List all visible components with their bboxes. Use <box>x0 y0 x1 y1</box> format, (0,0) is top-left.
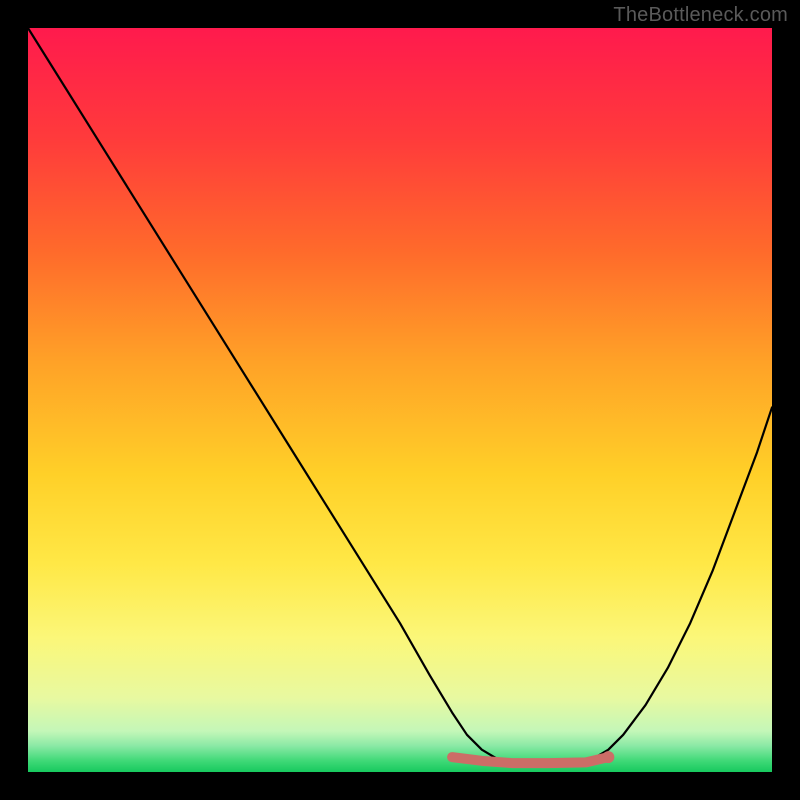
optimal-range-marker <box>452 757 608 763</box>
watermark-text: TheBottleneck.com <box>613 4 788 27</box>
plot-area <box>28 28 772 772</box>
chart-overlay <box>28 28 772 772</box>
bottleneck-curve <box>28 28 772 765</box>
chart-container: TheBottleneck.com <box>0 0 800 800</box>
optimal-range-end-dot <box>602 751 614 763</box>
